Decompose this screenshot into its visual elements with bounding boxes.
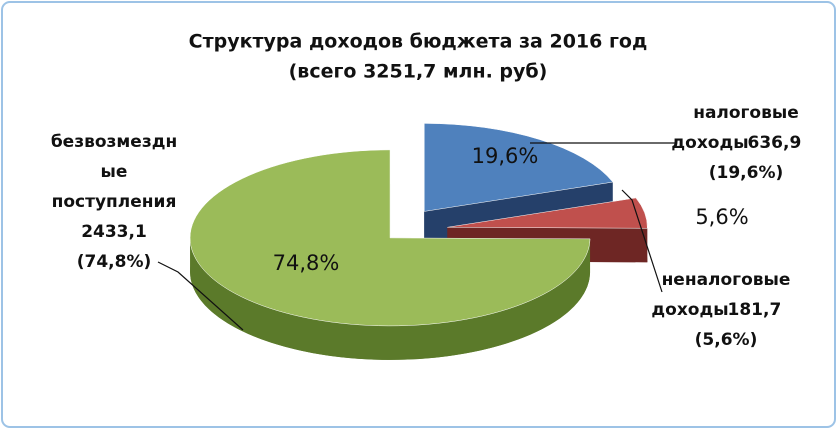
callout-percent-label: (19,6%) (709, 163, 784, 183)
value-label: 2433,1 (81, 222, 147, 242)
slice-percent-label: 19,6% (472, 144, 539, 168)
category-label-line: доходы (671, 133, 748, 153)
category-label-line: поступления (52, 192, 177, 212)
category-label-line: налоговые (693, 103, 799, 123)
category-label-line: доходы (651, 300, 728, 320)
slice-percent-label: 74,8% (273, 251, 340, 275)
chart-title: Структура доходов бюджета за 2016 год (189, 31, 648, 53)
callout-percent-label: (74,8%) (77, 252, 152, 272)
category-label-line: ые (101, 162, 128, 182)
value-label: 636,9 (748, 133, 802, 153)
category-label-line: неналоговые (662, 270, 791, 290)
value-label: 181,7 (728, 300, 782, 320)
slice-percent-label: 5,6% (695, 205, 748, 229)
callout-percent-label: (5,6%) (695, 330, 758, 350)
category-label-line: безвозмездн (51, 132, 177, 152)
chart-subtitle: (всего 3251,7 млн. руб) (289, 61, 548, 83)
